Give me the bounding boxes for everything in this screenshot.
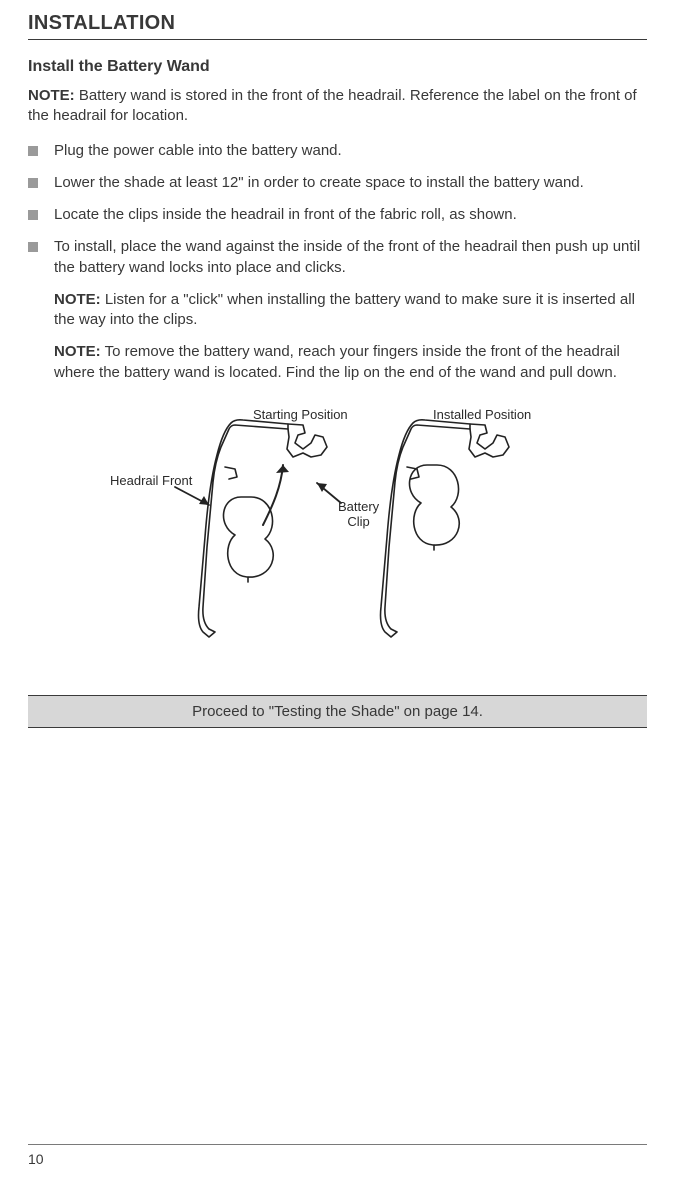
section-title: INSTALLATION <box>28 12 647 40</box>
list-item: Plug the power cable into the battery wa… <box>28 141 647 161</box>
nested-note: NOTE: Listen for a "click" when installi… <box>54 290 647 331</box>
label-battery-clip: BatteryClip <box>338 499 379 529</box>
page-number: 10 <box>28 1151 44 1167</box>
note-text: To remove the battery wand, reach your f… <box>54 343 620 380</box>
label-headrail-front: Headrail Front <box>110 473 192 488</box>
subsection-title: Install the Battery Wand <box>28 58 647 76</box>
list-item: Locate the clips inside the headrail in … <box>28 205 647 225</box>
note-text: Battery wand is stored in the front of t… <box>28 87 637 124</box>
list-item-text: Lower the shade at least 12" in order to… <box>54 173 647 193</box>
list-item: Lower the shade at least 12" in order to… <box>28 173 647 193</box>
note-text: Listen for a "click" when installing the… <box>54 291 635 328</box>
note-label: NOTE: <box>54 343 101 360</box>
list-item-text: Plug the power cable into the battery wa… <box>54 141 647 161</box>
headrail-diagram-icon <box>123 407 553 657</box>
list-item-text: Locate the clips inside the headrail in … <box>54 205 647 225</box>
diagram: Starting Position Installed Position Hea… <box>28 407 647 667</box>
bullet-square-icon <box>28 210 38 220</box>
intro-note: NOTE: Battery wand is stored in the fron… <box>28 86 647 127</box>
list-item-text: To install, place the wand against the i… <box>54 237 647 278</box>
list-item: To install, place the wand against the i… <box>28 237 647 278</box>
note-label: NOTE: <box>28 87 75 104</box>
bullet-square-icon <box>28 242 38 252</box>
label-starting-position: Starting Position <box>253 407 348 422</box>
bullet-list: Plug the power cable into the battery wa… <box>28 141 647 278</box>
bullet-square-icon <box>28 146 38 156</box>
proceed-bar: Proceed to "Testing the Shade" on page 1… <box>28 695 647 728</box>
page-footer: 10 <box>28 1144 647 1167</box>
bullet-square-icon <box>28 178 38 188</box>
label-installed-position: Installed Position <box>433 407 531 422</box>
note-label: NOTE: <box>54 291 101 308</box>
nested-note: NOTE: To remove the battery wand, reach … <box>54 342 647 383</box>
